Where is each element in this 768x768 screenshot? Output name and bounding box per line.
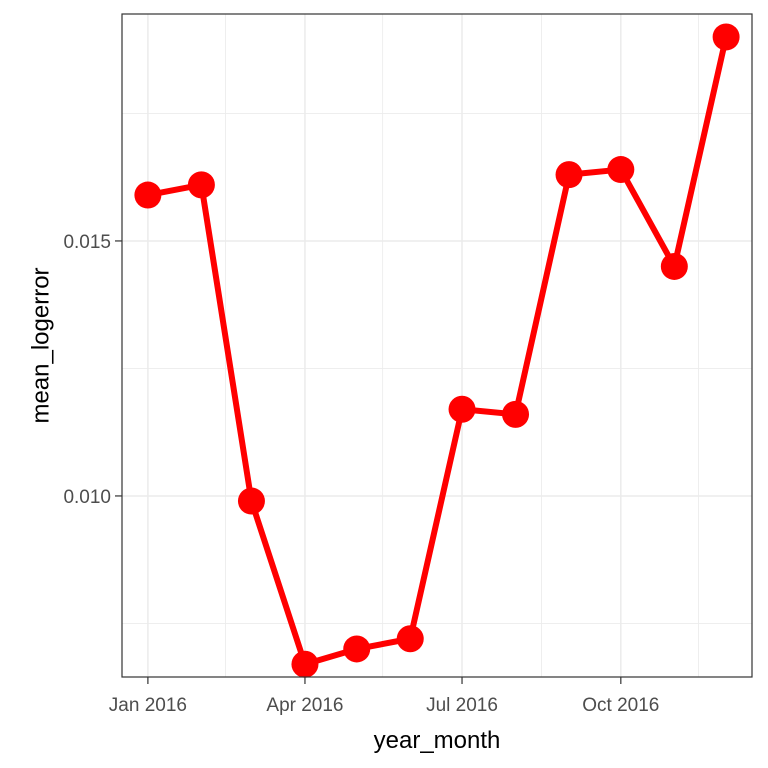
data-point <box>291 650 319 678</box>
grid <box>122 14 752 677</box>
series-layer <box>134 23 740 678</box>
y-tick-label: 0.015 <box>63 232 111 253</box>
data-point <box>237 487 265 515</box>
data-point <box>502 400 530 428</box>
y-axis-title: mean_logerror <box>27 267 54 423</box>
data-point <box>555 161 583 189</box>
data-point <box>134 181 162 209</box>
data-point <box>712 23 740 51</box>
data-point <box>607 156 635 184</box>
x-tick-label: Jan 2016 <box>109 695 187 716</box>
x-tick-label: Oct 2016 <box>582 695 659 716</box>
data-point <box>343 635 371 663</box>
axes: Jan 2016 Apr 2016 Jul 2016 Oct 2016 0.010 0.0… <box>63 232 659 716</box>
x-axis-title: year_month <box>374 727 501 754</box>
data-point <box>448 395 476 423</box>
y-tick-label: 0.010 <box>63 487 111 508</box>
data-point <box>396 625 424 653</box>
series-line <box>144 33 730 668</box>
data-point <box>187 171 215 199</box>
x-tick-label: Apr 2016 <box>266 695 343 716</box>
plot-panel-border <box>121 13 753 678</box>
data-point <box>660 252 688 280</box>
x-tick-label: Jul 2016 <box>426 695 498 716</box>
